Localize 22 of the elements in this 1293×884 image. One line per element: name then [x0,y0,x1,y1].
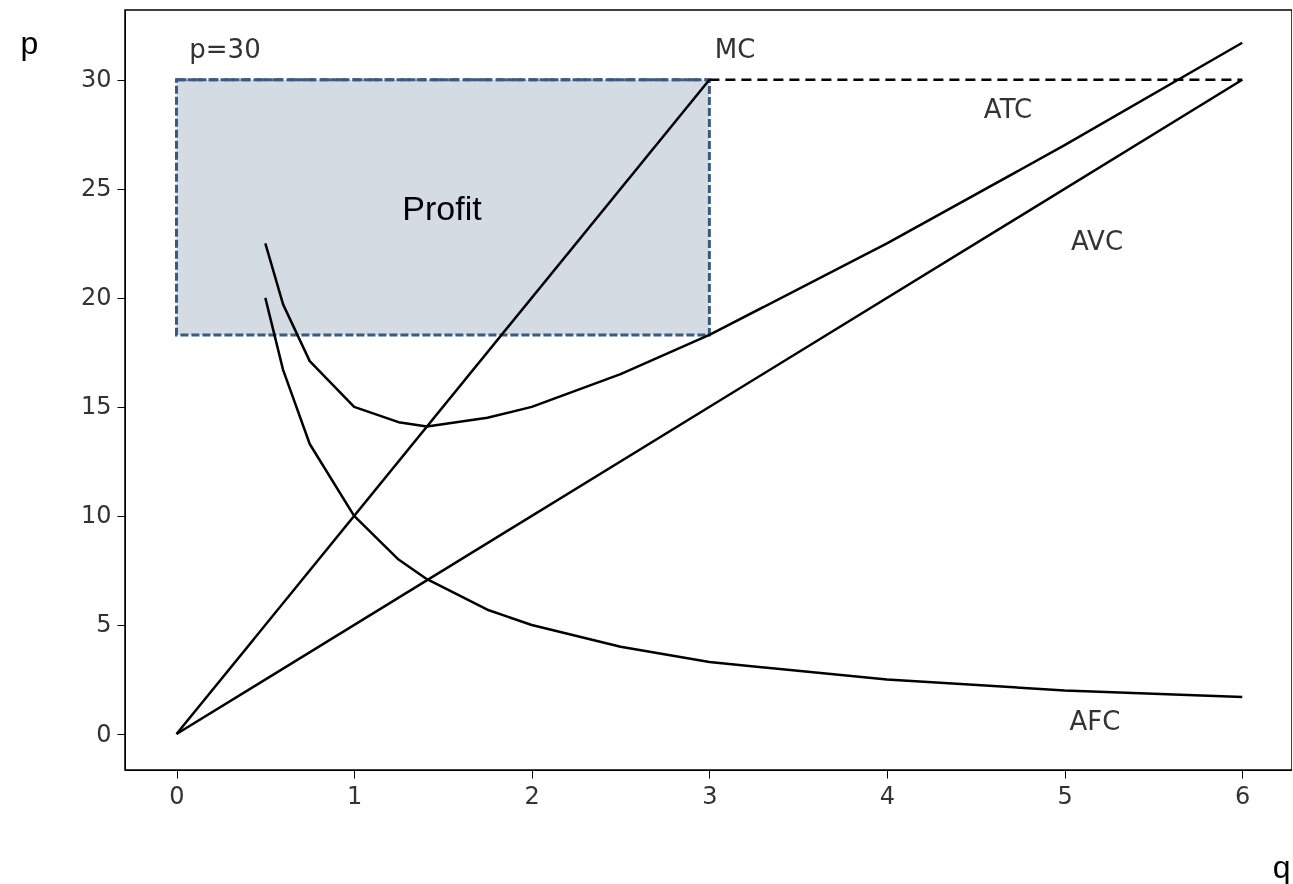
y-tick-label: 5 [96,610,112,639]
x-tick-label: 4 [879,781,896,810]
y-tick-label: 20 [80,283,112,312]
y-axis-title: p [20,24,39,61]
y-tick-label: 10 [80,501,112,530]
annotation: Profit [402,189,483,227]
x-tick-label: 0 [169,781,185,810]
x-tick-label: 5 [1057,781,1073,810]
annotation: p=30 [189,34,261,64]
y-tick-label: 0 [96,719,112,748]
annotation: AFC [1069,706,1121,736]
y-tick-label: 30 [80,65,112,94]
x-tick-label: 3 [702,781,718,810]
y-tick-label: 25 [80,174,112,203]
annotation: MC [714,34,756,64]
annotation: AVC [1070,226,1124,256]
y-tick-label: 15 [80,392,112,421]
x-tick-label: 1 [347,781,363,810]
annotation: ATC [983,94,1033,124]
x-tick-label: 2 [524,781,540,810]
x-tick-label: 6 [1235,781,1251,810]
x-axis-title: q [1272,848,1291,884]
